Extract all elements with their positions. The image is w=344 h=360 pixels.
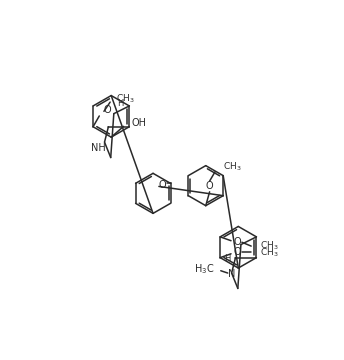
Text: H: H	[224, 254, 230, 263]
Text: O: O	[103, 105, 111, 115]
Text: CH$_3$: CH$_3$	[260, 246, 279, 258]
Text: CH$_3$: CH$_3$	[116, 92, 135, 104]
Text: O: O	[234, 247, 241, 257]
Text: H$_3$C: H$_3$C	[194, 262, 215, 276]
Text: O: O	[234, 237, 241, 247]
Text: O: O	[206, 181, 213, 191]
Text: H: H	[117, 99, 124, 108]
Text: CH$_3$: CH$_3$	[223, 161, 241, 174]
Text: CH$_3$: CH$_3$	[260, 240, 279, 252]
Text: O: O	[159, 180, 166, 190]
Text: NH: NH	[91, 143, 106, 153]
Text: OH: OH	[131, 118, 146, 128]
Text: N: N	[228, 269, 235, 279]
